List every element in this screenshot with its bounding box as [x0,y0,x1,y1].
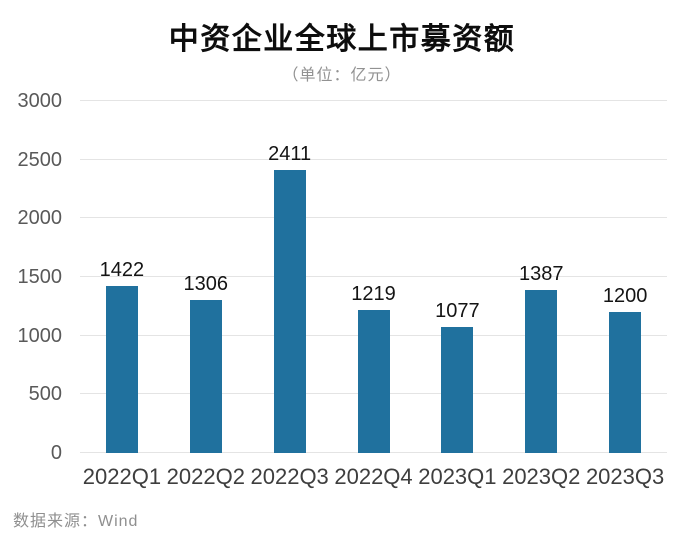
x-axis-label: 2022Q2 [166,464,245,489]
bar-value-label: 1200 [602,285,648,308]
y-axis-tick-label: 500 [28,383,62,406]
bar-2023Q1 [441,326,474,453]
gridline [80,158,667,160]
y-axis-tick-label: 2500 [17,148,63,171]
y-axis-tick-label: 3000 [17,90,63,112]
x-axis-label: 2022Q3 [250,464,329,489]
plot-area: 1422 1306 2411 1219 1077 1387 1200 [80,100,667,453]
bar-2022Q1 [105,286,138,453]
bar-value-label: 1077 [435,299,480,322]
x-axis-label: 2023Q3 [585,464,665,489]
bar-2023Q2 [525,290,558,453]
bar-slot: 1200 [583,101,667,453]
bar-slot: 1219 [332,101,416,453]
bar-slot: 1387 [499,101,583,453]
bar-slot: 2411 [248,101,332,453]
data-source-note: 数据来源：Wind [13,513,139,530]
bar-slot: 1422 [80,101,164,453]
bar-value-label: 1306 [183,272,229,295]
bar-slot: 1077 [415,101,499,453]
bars: 1422 1306 2411 1219 1077 1387 1200 [80,101,667,453]
y-axis-tick-label: 1000 [17,324,63,347]
bar-2022Q2 [189,299,222,453]
bar-2023Q3 [609,312,642,453]
x-axis-label: 2022Q1 [82,464,162,489]
bar-value-label: 1387 [518,263,564,286]
bar-2022Q4 [357,309,390,453]
gridline [80,100,667,101]
bar-value-label: 1422 [99,259,145,282]
bar-value-label: 2411 [268,143,312,166]
gridline [80,276,667,277]
y-axis-tick-label: 1500 [17,266,63,288]
chart-title: 中资企业全球上市募资额 [168,23,516,56]
bar-slot: 1306 [164,101,248,453]
x-axis-labels: 2022Q1 2022Q2 2022Q3 2022Q4 2023Q1 2023Q2 2023… [80,464,667,490]
x-axis-label: 2023Q2 [502,464,581,489]
y-axis-labels: 0 500 1000 1500 2000 2500 3000 [0,91,64,463]
bar-2022Q3 [273,170,306,453]
y-axis-tick-label: 0 [50,442,62,464]
gridline [80,217,667,219]
chart-unit-subtitle: （单位：亿元） [282,67,402,84]
x-axis-label: 2023Q1 [418,464,497,489]
bar-value-label: 1219 [351,282,396,305]
x-axis-label: 2022Q4 [334,464,413,489]
y-axis-tick-label: 2000 [17,207,63,230]
